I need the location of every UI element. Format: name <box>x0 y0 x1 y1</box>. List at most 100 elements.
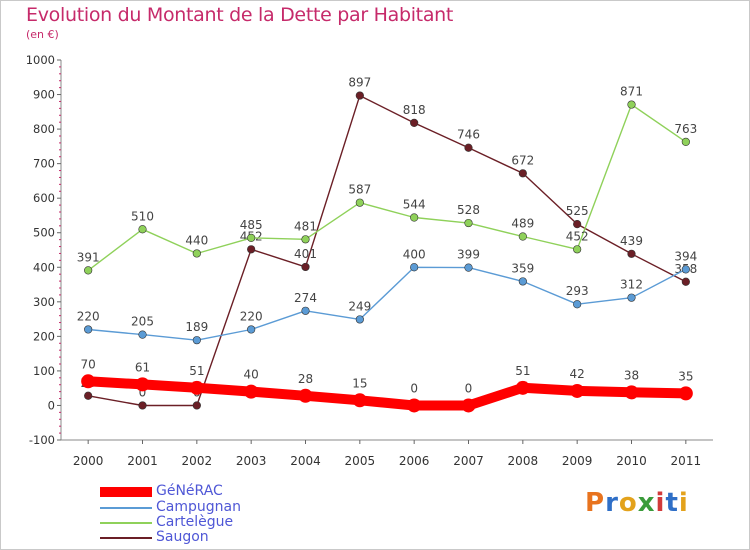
legend-label-generac: GéNéRAC <box>156 483 223 499</box>
data-label-campugnan: 205 <box>131 315 154 329</box>
data-label-cartelegue: 528 <box>457 203 480 217</box>
legend-swatch-saugon <box>100 537 152 539</box>
data-point-campugnan <box>627 293 636 302</box>
data-point-cartelegue <box>573 245 582 254</box>
data-point-campugnan <box>573 300 582 309</box>
data-point-saugon <box>410 118 419 127</box>
y-tick-label: 600 <box>33 191 55 205</box>
legend-swatch-campugnan <box>100 507 152 509</box>
data-label-generac: 0 <box>465 381 473 395</box>
data-label-cartelegue: 489 <box>511 217 534 231</box>
series-line-campugnan <box>87 266 687 341</box>
data-point-saugon <box>301 262 310 272</box>
y-tick-label: 400 <box>33 260 55 274</box>
data-point-generac <box>352 393 367 408</box>
data-label-cartelegue: 587 <box>348 183 371 197</box>
data-label-cartelegue: 452 <box>566 229 589 243</box>
legend-label-saugon: Saugon <box>156 529 209 545</box>
data-label-saugon: 439 <box>620 234 643 248</box>
x-tick-label: 2006 <box>399 454 430 468</box>
data-label-campugnan: 220 <box>77 309 100 323</box>
data-point-campugnan <box>301 306 310 315</box>
data-point-saugon <box>138 401 147 410</box>
data-point-saugon <box>464 143 473 152</box>
data-label-campugnan: 312 <box>620 278 643 292</box>
x-tick-label: 2001 <box>127 454 158 468</box>
data-label-generac: 51 <box>189 364 204 378</box>
data-point-campugnan <box>355 315 364 324</box>
data-point-cartelegue <box>355 198 364 207</box>
data-label-saugon: 818 <box>403 103 426 117</box>
data-point-campugnan <box>192 336 201 345</box>
logo-letter: o <box>618 488 638 518</box>
y-tick-label: 100 <box>33 364 55 378</box>
data-point-cartelegue <box>518 232 527 241</box>
y-tick-label: 500 <box>33 226 55 240</box>
data-point-campugnan <box>681 265 690 274</box>
x-tick-label: 2000 <box>73 454 104 468</box>
data-point-cartelegue <box>681 137 690 146</box>
data-point-saugon <box>681 277 690 286</box>
data-label-cartelegue: 763 <box>674 122 697 136</box>
data-point-generac <box>515 380 530 395</box>
data-point-generac <box>570 383 585 398</box>
data-point-saugon <box>247 245 256 254</box>
data-point-saugon <box>573 219 582 229</box>
data-label-cartelegue: 871 <box>620 85 643 99</box>
data-point-campugnan <box>84 325 93 334</box>
data-point-cartelegue <box>464 218 473 228</box>
logo-letter: r <box>605 488 619 518</box>
data-label-saugon: 525 <box>566 204 589 218</box>
data-point-cartelegue <box>192 249 201 258</box>
y-tick-label: 800 <box>33 122 55 136</box>
y-tick-label: 300 <box>33 295 55 309</box>
data-point-cartelegue <box>138 225 147 234</box>
logo-letter: t <box>665 488 679 518</box>
x-tick-label: 2004 <box>290 454 321 468</box>
logo-letter: i <box>678 488 689 518</box>
data-label-cartelegue: 510 <box>131 209 154 223</box>
data-point-cartelegue <box>247 233 256 243</box>
y-tick-label: 200 <box>33 329 55 343</box>
data-label-generac: 28 <box>298 372 313 386</box>
proxiti-logo: Proxiti <box>585 488 689 518</box>
data-label-cartelegue: 440 <box>185 233 208 247</box>
data-point-saugon <box>192 401 201 410</box>
logo-letter: x <box>637 488 656 518</box>
chart-unit: (en €) <box>26 28 59 41</box>
data-point-campugnan <box>464 263 473 272</box>
data-point-campugnan <box>518 277 527 286</box>
data-point-saugon <box>627 249 636 258</box>
data-label-cartelegue: 391 <box>77 250 100 264</box>
data-label-generac: 51 <box>515 364 530 378</box>
data-label-generac: 61 <box>135 360 150 374</box>
data-label-cartelegue: 544 <box>403 198 426 212</box>
legend-label-campugnan: Campugnan <box>156 499 241 515</box>
data-label-campugnan: 399 <box>457 248 480 262</box>
y-tick-label: 900 <box>33 88 55 102</box>
series-line-generac <box>83 376 691 411</box>
x-tick-label: 2003 <box>236 454 267 468</box>
data-label-campugnan: 274 <box>294 291 317 305</box>
x-tick-label: 2009 <box>562 454 593 468</box>
data-point-cartelegue <box>410 213 419 222</box>
data-label-generac: 15 <box>352 376 367 390</box>
data-point-saugon <box>355 91 364 100</box>
data-point-generac <box>407 398 422 413</box>
data-point-generac <box>624 385 639 400</box>
data-point-generac <box>244 384 259 399</box>
data-point-generac <box>189 380 204 395</box>
data-label-campugnan: 400 <box>403 247 426 261</box>
data-point-generac <box>461 398 476 413</box>
data-label-campugnan: 189 <box>185 320 208 334</box>
x-tick-label: 2007 <box>453 454 484 468</box>
data-label-saugon: 746 <box>457 128 480 142</box>
data-point-cartelegue <box>84 266 93 275</box>
data-point-campugnan <box>138 330 147 339</box>
data-point-generac <box>135 377 150 392</box>
data-label-generac: 38 <box>624 368 639 382</box>
data-point-saugon <box>518 169 527 178</box>
data-label-generac: 40 <box>244 368 259 382</box>
x-tick-label: 2002 <box>182 454 213 468</box>
